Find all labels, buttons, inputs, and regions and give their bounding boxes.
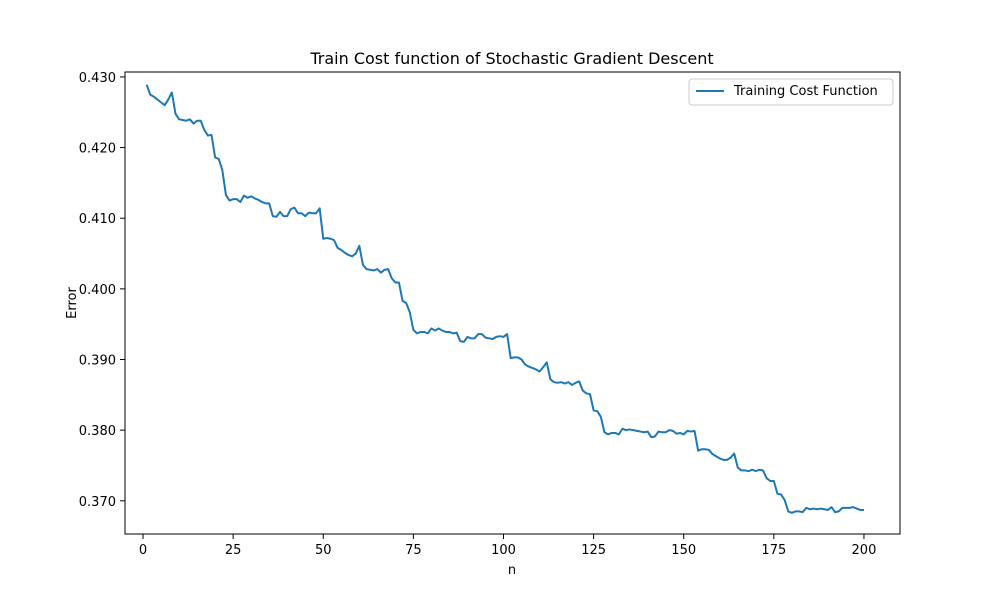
y-axis-label: Error bbox=[65, 287, 80, 319]
x-tick-label: 125 bbox=[581, 543, 606, 558]
series-line-0 bbox=[145, 84, 864, 514]
x-tick-label: 150 bbox=[671, 543, 696, 558]
plot-area bbox=[124, 71, 901, 535]
legend-box bbox=[688, 78, 894, 106]
x-tick-label: 175 bbox=[761, 543, 786, 558]
x-tick-label: 50 bbox=[315, 543, 332, 558]
x-tick-label: 100 bbox=[491, 543, 516, 558]
chart-title: Train Cost function of Stochastic Gradie… bbox=[309, 49, 713, 68]
legend: Training Cost Function bbox=[688, 78, 894, 106]
x-tick-label: 200 bbox=[852, 543, 877, 558]
x-tick-label: 75 bbox=[405, 543, 422, 558]
y-tick-label: 0.420 bbox=[79, 142, 116, 157]
y-axis-ticks: 0.370 0.380 0.390 0.400 0.410 0.420 0.430 bbox=[79, 71, 125, 510]
x-axis-label: n bbox=[508, 563, 516, 578]
x-tick-label: 0 bbox=[139, 543, 147, 558]
y-tick-label: 0.430 bbox=[79, 71, 116, 86]
x-tick-label: 25 bbox=[225, 543, 242, 558]
series-group bbox=[145, 84, 864, 514]
legend-label: Training Cost Function bbox=[733, 84, 878, 99]
axes-frame bbox=[124, 71, 901, 535]
y-tick-label: 0.410 bbox=[79, 212, 116, 227]
y-tick-label: 0.390 bbox=[79, 354, 116, 369]
y-tick-label: 0.380 bbox=[79, 424, 116, 439]
y-tick-label: 0.370 bbox=[79, 495, 116, 510]
x-axis-ticks: 0 25 50 75 100 125 150 175 200 bbox=[139, 534, 876, 558]
y-tick-label: 0.400 bbox=[79, 283, 116, 298]
